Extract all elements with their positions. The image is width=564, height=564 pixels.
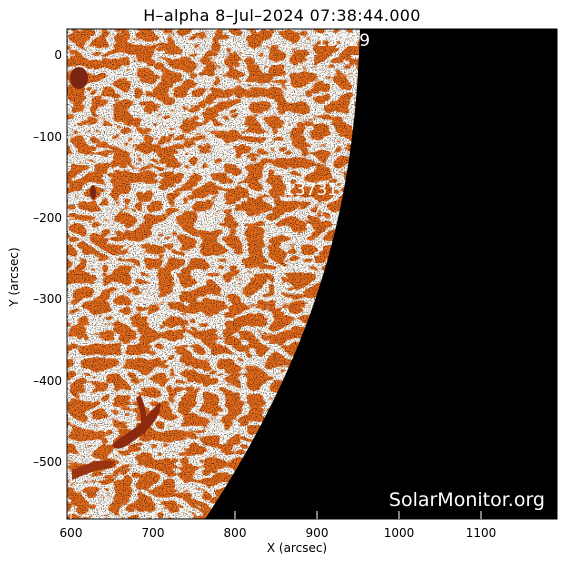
watermark: SolarMonitor.org (389, 489, 545, 511)
x-tick-label: 1000 (384, 526, 415, 540)
x-axis-label: X (arcsec) (266, 541, 328, 555)
y-tick-label: –100 (33, 130, 62, 144)
active-region-label: 13731 (284, 180, 338, 200)
x-tick-label: 800 (224, 526, 247, 540)
filament-2 (136, 395, 147, 435)
x-tick-label: 600 (60, 526, 83, 540)
y-tick-label: –400 (33, 374, 62, 388)
dark-patch-2 (90, 185, 96, 199)
filament-3 (72, 460, 115, 480)
y-tick-label: –500 (33, 455, 62, 469)
x-tick-marks (70, 511, 482, 519)
x-tick-label: 1100 (466, 526, 497, 540)
filament-1 (112, 402, 161, 449)
solar-disk (67, 29, 360, 519)
active-region-label: 13729 (316, 31, 370, 51)
plot-frame (66, 28, 558, 520)
y-tick-label: –200 (33, 211, 62, 225)
dark-patch-1 (70, 67, 88, 89)
x-tick-label: 700 (142, 526, 165, 540)
image-title: H–alpha 8–Jul–2024 07:38:44.000 (143, 6, 421, 25)
y-tick-label: –300 (33, 292, 62, 306)
y-tick-marks (67, 54, 75, 463)
x-tick-label: 900 (306, 526, 329, 540)
y-tick-label: 0 (54, 48, 62, 62)
